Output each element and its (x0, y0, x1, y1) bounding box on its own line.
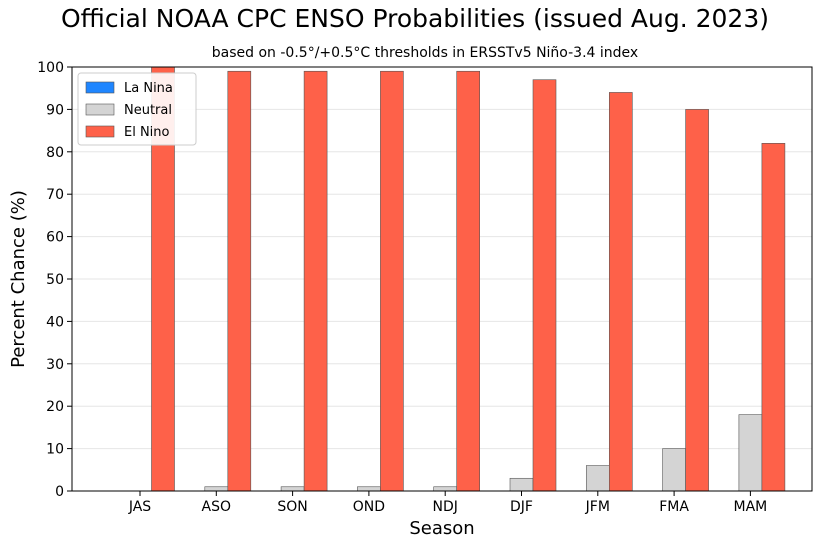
bar-neutral-fma (662, 448, 686, 492)
legend-swatch (85, 125, 115, 138)
x-tick-label: FMA (659, 499, 689, 515)
y-tick-label: 10 (46, 442, 64, 458)
bars (151, 66, 786, 492)
bar-el-nino-fma (685, 109, 709, 492)
bar-neutral-mam (738, 414, 763, 492)
x-tick-label: JAS (128, 499, 151, 515)
y-tick-label: 30 (46, 357, 64, 373)
y-tick-label: 90 (46, 102, 64, 118)
bar-el-nino-ndj (456, 70, 481, 492)
bar-neutral-djf (509, 477, 534, 492)
x-axis: JAS ASO SON OND NDJ DJF JFM FMA MAM (128, 491, 767, 515)
bar-el-nino-aso (227, 70, 252, 492)
chart-subtitle: based on -0.5°/+0.5°C thresholds in ERSS… (211, 45, 639, 61)
x-tick-label: DJF (510, 499, 533, 515)
x-tick-label: JFM (585, 499, 610, 515)
x-tick-label: ASO (202, 499, 231, 515)
bar-neutral-son (280, 486, 305, 492)
legend-label: El Nino (124, 125, 170, 140)
chart-title: Official NOAA CPC ENSO Probabilities (is… (61, 4, 769, 33)
x-tick-label: NDJ (433, 499, 458, 515)
bar-el-nino-jfm (608, 92, 633, 492)
legend: La Nina Neutral El Nino (77, 72, 197, 146)
legend-label: La Nina (124, 81, 173, 96)
bar-el-nino-djf (532, 79, 557, 492)
y-tick-label: 80 (46, 145, 64, 161)
bar-neutral-ndj (433, 486, 458, 492)
bar-neutral-ond (357, 486, 381, 492)
bar-el-nino-son (303, 70, 328, 492)
y-axis: 0 10 20 30 40 50 60 70 80 90 100 (37, 60, 72, 500)
x-tick-label: OND (353, 499, 385, 515)
y-tick-label: 100 (37, 60, 64, 76)
y-tick-label: 40 (46, 314, 64, 330)
legend-label: Neutral (124, 103, 172, 118)
bar-neutral-aso (204, 486, 229, 492)
y-axis-label: Percent Chance (%) (8, 190, 29, 368)
bar-el-nino-mam (761, 143, 786, 492)
y-tick-label: 60 (46, 230, 64, 246)
legend-swatch (85, 103, 115, 116)
x-tick-label: MAM (734, 499, 768, 515)
x-tick-label: SON (277, 499, 307, 515)
y-tick-label: 0 (55, 484, 64, 500)
bar-el-nino-ond (380, 70, 404, 492)
bar-neutral-jfm (585, 465, 610, 492)
y-tick-label: 70 (46, 187, 64, 203)
x-axis-label: Season (409, 518, 474, 539)
y-tick-label: 20 (46, 399, 64, 415)
y-tick-label: 50 (46, 272, 64, 288)
legend-swatch (85, 81, 115, 94)
